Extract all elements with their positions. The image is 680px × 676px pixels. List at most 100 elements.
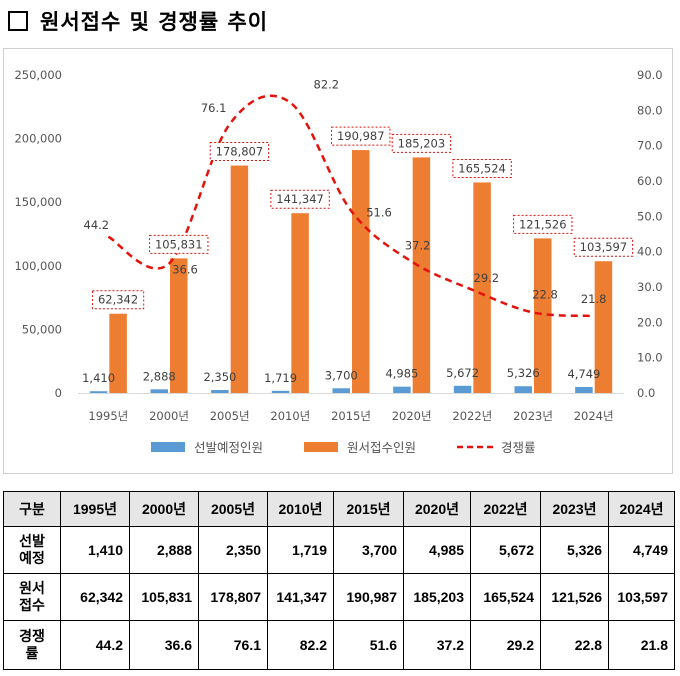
- bar-applications: [109, 313, 127, 393]
- table-header-cell: 2020년: [403, 491, 471, 527]
- legend-swatch-applications: [304, 442, 338, 452]
- x-tick-label: 2005년: [210, 409, 250, 423]
- chart-frame: 0 50,000 100,000 150,000 200,000 250,000 0.0 1…: [3, 48, 673, 474]
- legend-swatch-selection: [151, 442, 185, 452]
- applications-data-label: 62,342: [98, 293, 138, 307]
- y-right-tick-label: 20.0: [637, 315, 663, 329]
- bar-selection: [514, 386, 532, 393]
- table-row-label: 원서 접수: [3, 573, 61, 621]
- selection-data-label: 5,326: [507, 366, 540, 380]
- table-cell: 190,987: [333, 573, 404, 621]
- page-title: 원서접수 및 경쟁률 추이: [8, 4, 268, 38]
- table-header-cell: 2005년: [198, 491, 268, 527]
- selection-data-label: 5,672: [446, 366, 479, 380]
- table-row-ratio: 경쟁 률 44.2 36.6 76.1 82.2 51.6 37.2 29.2 2…: [3, 620, 675, 670]
- y-right-tick-label: 0.0: [637, 386, 655, 400]
- applications-label-box: [513, 214, 573, 234]
- y-right-tick-label: 60.0: [637, 174, 663, 188]
- applications-data-label: 185,203: [398, 136, 446, 150]
- y-left-tick-label: 250,000: [14, 68, 62, 82]
- table-cell: 22.8: [540, 620, 609, 670]
- bar-applications: [473, 182, 491, 393]
- selection-data-label: 4,985: [385, 367, 418, 381]
- table-cell: 178,807: [198, 573, 268, 621]
- table-row-selection: 선발 예정 1,410 2,888 2,350 1,719 3,700 4,985…: [3, 526, 675, 574]
- y-right-tick-label: 10.0: [637, 351, 663, 365]
- ratio-data-label: 22.8: [532, 287, 558, 301]
- applications-label-box: [270, 189, 330, 209]
- table-cell: 1,410: [60, 526, 130, 574]
- bar-selection: [393, 386, 411, 393]
- table-cell: 2,888: [129, 526, 199, 574]
- y-left-tick-label: 150,000: [14, 195, 62, 209]
- y-left-tick-label: 200,000: [14, 132, 62, 146]
- selection-data-label: 4,749: [567, 367, 600, 381]
- table-cell: 185,203: [403, 573, 471, 621]
- table-row-label: 경쟁 률: [3, 620, 61, 670]
- legend-label-ratio: 경쟁률: [501, 440, 536, 455]
- x-tick-label: 2020년: [392, 409, 432, 423]
- table-header-cell: 2024년: [608, 491, 675, 527]
- table-header-cell: 구분: [3, 491, 61, 527]
- table-cell: 103,597: [608, 573, 675, 621]
- selection-data-label: 1,410: [82, 371, 115, 385]
- bar-selection: [575, 386, 593, 393]
- selection-data-label: 3,700: [325, 368, 358, 382]
- bar-applications: [412, 157, 431, 393]
- bar-applications: [534, 238, 552, 393]
- table-cell: 5,326: [540, 526, 609, 574]
- table-cell: 121,526: [540, 573, 609, 621]
- title-square-icon: [8, 11, 28, 31]
- applications-data-label: 141,347: [276, 192, 324, 206]
- table-cell: 165,524: [470, 573, 541, 621]
- selection-data-label: 2,350: [203, 370, 236, 384]
- page-title-text: 원서접수 및 경쟁률 추이: [40, 10, 269, 34]
- table-cell: 82.2: [267, 620, 334, 670]
- table-header-cell: 2023년: [540, 491, 609, 527]
- table-row-applications: 원서 접수 62,342 105,831 178,807 141,347 190,…: [3, 573, 675, 621]
- table-cell: 141,347: [267, 573, 334, 621]
- applications-data-label: 105,831: [155, 237, 203, 251]
- legend-label-applications: 원서접수인원: [347, 440, 416, 455]
- bar-selection: [211, 390, 229, 393]
- applications-data-label: 178,807: [216, 145, 264, 159]
- x-tick-label: 2023년: [513, 409, 553, 423]
- applications-label-box: [573, 237, 634, 257]
- table-cell: 37.2: [403, 620, 471, 670]
- bar-applications: [230, 165, 249, 393]
- y-left-tick-label: 50,000: [22, 322, 62, 336]
- bar-selection: [150, 389, 168, 393]
- table-cell: 5,672: [470, 526, 541, 574]
- ratio-data-label: 29.2: [474, 271, 500, 285]
- table-cell: 2,350: [198, 526, 268, 574]
- applications-data-label: 103,597: [580, 240, 628, 254]
- y-right-tick-label: 70.0: [637, 139, 663, 153]
- table-cell: 1,719: [267, 526, 334, 574]
- table-header-cell: 2015년: [333, 491, 404, 527]
- x-tick-label: 2024년: [574, 409, 614, 423]
- selection-data-label: 1,719: [264, 371, 297, 385]
- y-right-tick-label: 40.0: [637, 245, 663, 259]
- table-cell: 36.6: [129, 620, 199, 670]
- y-left-tick-label: 0: [55, 386, 62, 400]
- applications-label-box: [331, 126, 391, 146]
- bar-selection: [89, 391, 108, 393]
- ratio-data-label: 21.8: [581, 292, 607, 306]
- left-axis: 0 50,000 100,000 150,000 200,000 250,000: [14, 68, 62, 400]
- table-cell: 51.6: [333, 620, 404, 670]
- applications-label-box: [452, 158, 512, 178]
- x-tick-label: 2000년: [149, 409, 189, 423]
- y-right-tick-label: 30.0: [637, 280, 663, 294]
- selection-data-label: 2,888: [143, 369, 176, 383]
- ratio-data-label: 51.6: [366, 206, 392, 220]
- x-tick-label: 2015년: [331, 409, 371, 423]
- data-labels: 1,410 2,888 2,350 1,719 3,700 4,985 5,672 5,326…: [82, 78, 634, 385]
- bars: [89, 150, 613, 393]
- ratio-data-label: 37.2: [405, 239, 431, 253]
- y-right-tick-label: 50.0: [637, 209, 663, 223]
- table-cell: 29.2: [470, 620, 541, 670]
- applications-data-label: 190,987: [337, 129, 385, 143]
- ratio-data-label: 76.1: [201, 101, 227, 115]
- legend-label-selection: 선발예정인원: [194, 440, 263, 455]
